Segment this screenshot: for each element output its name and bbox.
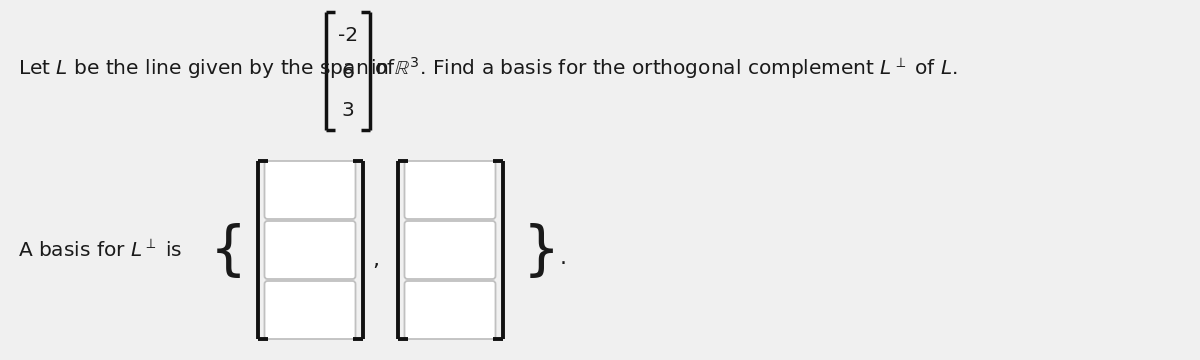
Text: Let $\mathit{L}$ be the line given by the span of: Let $\mathit{L}$ be the line given by th… xyxy=(18,57,396,80)
FancyBboxPatch shape xyxy=(404,161,496,219)
Text: in $\mathbb{R}^3$. Find a basis for the orthogonal complement $\mathit{L}^\perp$: in $\mathbb{R}^3$. Find a basis for the … xyxy=(370,55,958,81)
Text: -2: -2 xyxy=(338,26,358,45)
Text: ,: , xyxy=(372,250,379,270)
Text: A basis for $\mathit{L}^\perp$ is: A basis for $\mathit{L}^\perp$ is xyxy=(18,239,182,261)
FancyBboxPatch shape xyxy=(404,281,496,339)
Text: 6: 6 xyxy=(342,63,354,81)
FancyBboxPatch shape xyxy=(404,221,496,279)
Text: $\}$: $\}$ xyxy=(522,220,553,279)
Text: 3: 3 xyxy=(342,100,354,120)
Text: .: . xyxy=(559,248,566,268)
Text: $\{$: $\{$ xyxy=(209,220,241,279)
FancyBboxPatch shape xyxy=(264,281,355,339)
FancyBboxPatch shape xyxy=(264,161,355,219)
FancyBboxPatch shape xyxy=(264,221,355,279)
